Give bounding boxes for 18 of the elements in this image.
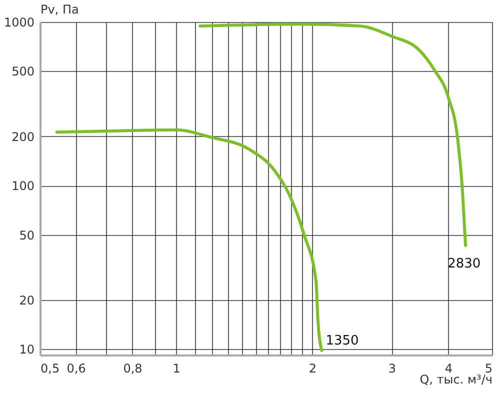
x-tick-label: 1 <box>172 362 180 376</box>
x-axis-title: Q, тыс. м³/ч <box>420 372 492 386</box>
y-tick-label: 10 <box>19 342 34 357</box>
x-tick-label: 5 <box>484 362 492 376</box>
x-tick-label: 2 <box>308 362 316 376</box>
y-tick-label: 1000 <box>4 16 34 30</box>
x-tick-label: 0,6 <box>66 362 86 376</box>
y-axis-title: Pv, Па <box>40 2 79 16</box>
x-tick-label: 0,5 <box>40 362 60 376</box>
y-tick-label: 500 <box>12 64 34 79</box>
x-tick-label: 0,8 <box>123 362 142 376</box>
x-tick-label: 3 <box>388 362 396 376</box>
y-tick-label: 50 <box>19 228 34 242</box>
y-tick-label: 20 <box>19 293 34 308</box>
x-tick-label: 4 <box>444 362 453 376</box>
y-tick-label: 100 <box>12 179 34 194</box>
y-tick-label: 200 <box>12 130 34 144</box>
series-label: 1350 <box>326 334 359 349</box>
